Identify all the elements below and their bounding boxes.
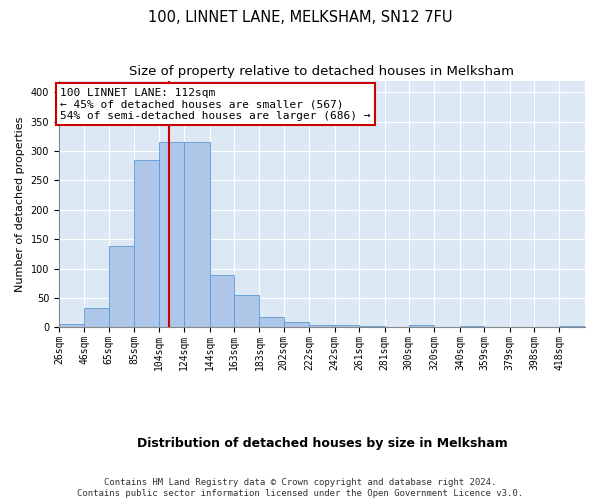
Bar [234, 294, 259, 328]
Bar [559, 326, 585, 328]
Text: Contains HM Land Registry data © Crown copyright and database right 2024.
Contai: Contains HM Land Registry data © Crown c… [77, 478, 523, 498]
Bar [259, 318, 284, 328]
Bar [158, 142, 184, 328]
Bar [409, 325, 434, 328]
Bar [284, 322, 309, 328]
Bar [59, 324, 85, 328]
X-axis label: Distribution of detached houses by size in Melksham: Distribution of detached houses by size … [137, 437, 508, 450]
Bar [85, 308, 109, 328]
Bar [134, 160, 158, 328]
Y-axis label: Number of detached properties: Number of detached properties [15, 116, 25, 292]
Title: Size of property relative to detached houses in Melksham: Size of property relative to detached ho… [130, 65, 514, 78]
Bar [359, 326, 385, 328]
Text: 100 LINNET LANE: 112sqm
← 45% of detached houses are smaller (567)
54% of semi-d: 100 LINNET LANE: 112sqm ← 45% of detache… [60, 88, 371, 121]
Bar [460, 326, 484, 328]
Text: 100, LINNET LANE, MELKSHAM, SN12 7FU: 100, LINNET LANE, MELKSHAM, SN12 7FU [148, 10, 452, 25]
Bar [335, 325, 359, 328]
Bar [309, 324, 335, 328]
Bar [109, 246, 134, 328]
Bar [184, 142, 209, 328]
Bar [209, 274, 234, 328]
